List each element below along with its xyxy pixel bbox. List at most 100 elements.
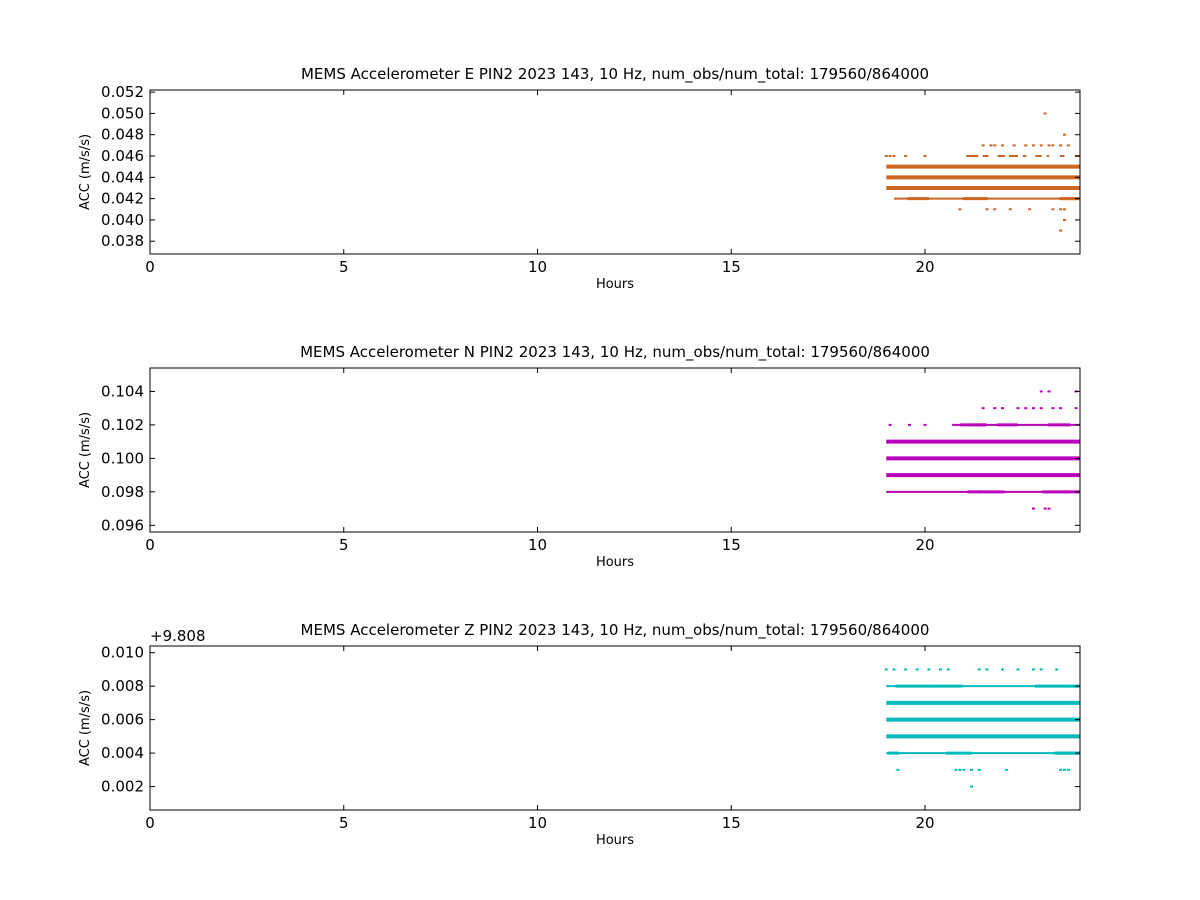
- y-tick-label: 0.042: [101, 190, 144, 208]
- x-tick-label: 15: [722, 536, 741, 554]
- x-tick-label: 0: [145, 258, 155, 276]
- x-tick-label: 0: [145, 814, 155, 832]
- data-point-e-1: [888, 155, 892, 158]
- data-point-z-10: [1016, 668, 1020, 671]
- y-tick-label: 0.038: [101, 232, 144, 250]
- x-tick-label: 20: [915, 258, 934, 276]
- panel-n: 0 5 10 15 20 0.096 0.098 0.100 0.102 0.104 MEMS Ac…: [78, 343, 1081, 570]
- x-tick-label: 15: [722, 814, 741, 832]
- data-point-n-0: [888, 423, 892, 426]
- data-point-n-14: [1047, 390, 1051, 393]
- data-point-e-13: [1024, 144, 1028, 147]
- data-point-n-4: [993, 407, 997, 410]
- data-point-e-3: [904, 155, 908, 158]
- data-point-z-9: [1001, 668, 1004, 671]
- data-point-z-20: [1004, 768, 1008, 771]
- data-point-e-9: [989, 144, 993, 147]
- chart-title-e: MEMS Accelerometer E PIN2 2023 143, 10 H…: [301, 65, 929, 84]
- data-point-z-21: [1059, 768, 1063, 771]
- data-point-e-16: [1047, 144, 1051, 147]
- data-point-n-1: [908, 423, 911, 426]
- x-tick-label: 5: [339, 814, 349, 832]
- y-axis-label-n: ACC (m/s/s): [78, 412, 93, 488]
- data-point-e-23: [985, 208, 989, 211]
- data-point-n-11: [1059, 407, 1063, 410]
- data-point-n-6: [1016, 407, 1020, 410]
- y-tick-label: 0.044: [101, 168, 144, 186]
- y-tick-label: 0.004: [101, 744, 144, 762]
- data-point-e-4: [923, 155, 927, 158]
- data-point-e-5: [966, 155, 970, 158]
- panel-z: 0 5 10 15 20 0.002 0.004 0.006 0.008 0.010 MEMS Ac…: [78, 621, 1081, 848]
- data-point-z-22: [1063, 768, 1066, 771]
- data-point-n-17: [1043, 507, 1047, 510]
- data-point-z-23: [1066, 768, 1070, 771]
- data-point-z-5: [939, 668, 942, 671]
- data-point-e-7: [985, 155, 989, 158]
- data-point-e-0: [884, 155, 888, 158]
- data-point-e-28: [1059, 208, 1063, 211]
- y-tick-label: 0.008: [101, 677, 144, 695]
- data-point-e-31: [1059, 229, 1063, 232]
- axes-frame-e: [149, 89, 1081, 255]
- plot-data-n: [886, 390, 1080, 510]
- data-point-e-18: [1059, 144, 1063, 147]
- data-point-n-5: [1001, 407, 1004, 410]
- x-tick-label: 5: [339, 536, 349, 554]
- x-tick-label: 20: [915, 814, 934, 832]
- data-point-z-12: [1039, 668, 1043, 671]
- data-point-z-19: [977, 768, 981, 771]
- data-point-z-4: [927, 668, 931, 671]
- y-tick-label: 0.050: [101, 104, 144, 122]
- y-tick-label: 0.098: [101, 483, 144, 501]
- data-point-z-17: [962, 768, 966, 771]
- data-point-z-3: [915, 668, 919, 671]
- y-offset-text-z: +9.808: [150, 627, 206, 645]
- y-tick-label: 0.010: [101, 644, 144, 662]
- data-point-e-15: [1039, 144, 1043, 147]
- chart-title-n: MEMS Accelerometer N PIN2 2023 143, 10 H…: [300, 343, 930, 362]
- x-tick-label: 0: [145, 536, 155, 554]
- plot-data-z: [884, 668, 1080, 788]
- data-point-e-21: [1043, 112, 1047, 115]
- data-point-z-13: [1055, 668, 1059, 671]
- data-point-e-29: [1063, 208, 1066, 211]
- data-point-z-24: [970, 785, 973, 788]
- data-point-z-0: [884, 668, 888, 671]
- x-tick-label: 10: [528, 814, 547, 832]
- data-point-z-16: [958, 768, 962, 771]
- y-axis-label-e: ACC (m/s/s): [78, 134, 93, 210]
- plot-data-e: [884, 112, 1080, 232]
- data-point-e-6: [973, 155, 977, 158]
- y-tick-label: 0.104: [101, 382, 144, 400]
- data-point-e-22: [958, 208, 962, 211]
- data-point-e-19: [1066, 144, 1070, 147]
- x-axis-label-e: Hours: [596, 277, 634, 292]
- y-tick-label: 0.096: [101, 516, 144, 534]
- data-point-n-3: [981, 407, 985, 410]
- x-tick-label: 15: [722, 258, 741, 276]
- axes-frame-n: [149, 367, 1081, 533]
- data-point-e-8: [981, 144, 985, 147]
- data-point-z-14: [896, 768, 900, 771]
- data-point-z-15: [954, 768, 958, 771]
- data-point-e-2: [892, 155, 896, 158]
- data-point-z-18: [970, 768, 973, 771]
- data-point-n-10: [1051, 407, 1055, 410]
- data-point-n-13: [1039, 390, 1043, 393]
- chart-title-z: MEMS Accelerometer Z PIN2 2023 143, 10 H…: [301, 621, 930, 640]
- data-point-e-20: [1063, 133, 1066, 136]
- y-tick-label: 0.046: [101, 147, 144, 165]
- x-tick-label: 10: [528, 536, 547, 554]
- data-point-e-10: [993, 144, 997, 147]
- data-point-n-16: [1032, 507, 1035, 510]
- y-tick-label: 0.100: [101, 449, 144, 467]
- x-tick-label: 20: [915, 536, 934, 554]
- data-point-e-11: [1001, 144, 1004, 147]
- axes-frame-z: [149, 645, 1081, 811]
- y-tick-label: 0.002: [101, 778, 144, 796]
- data-point-e-12: [1012, 144, 1016, 147]
- x-tick-label: 5: [339, 258, 349, 276]
- x-tick-label: 10: [528, 258, 547, 276]
